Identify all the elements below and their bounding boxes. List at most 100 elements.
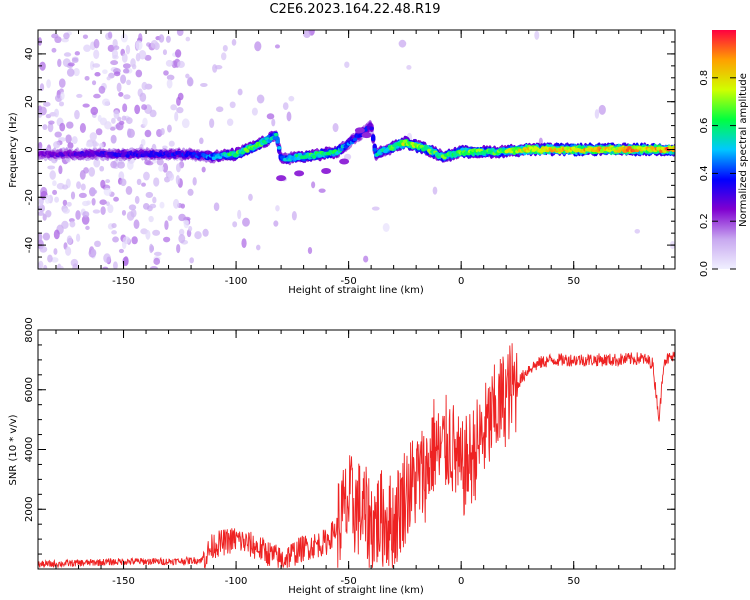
spectrogram-noise-cell — [237, 209, 242, 220]
y-tick-label: 8000 — [24, 317, 35, 342]
y-tick-label: 2000 — [24, 497, 35, 522]
spectrogram-noise-cell — [66, 121, 74, 129]
spectrogram-noise-cell — [153, 177, 160, 187]
spectrogram-noise-cell — [152, 229, 161, 236]
spectrogram-noise-cell — [143, 171, 150, 181]
spectrogram-noise-cell — [275, 205, 280, 212]
spectrogram-ridge-cell — [275, 140, 280, 144]
spectrogram-noise-cell — [90, 248, 97, 257]
spectrogram-noise-cell — [123, 94, 131, 100]
spectrogram-noise-cell — [102, 266, 109, 269]
x-tick-label: -50 — [340, 276, 356, 287]
spectrogram-noise-cell — [116, 82, 122, 93]
spectrogram-y-axis-label: Frequency (Hz) — [8, 112, 19, 188]
spectrogram-ridge-cell — [294, 170, 305, 177]
x-tick-label: -100 — [225, 276, 248, 287]
spectrogram-noise-cell — [120, 33, 128, 43]
spectrogram-noise-cell — [47, 122, 54, 133]
spectrogram-noise-cell — [200, 82, 208, 88]
spectrogram-ridge-cell — [276, 175, 287, 182]
y-tick-label: 4000 — [24, 437, 35, 462]
spectrogram-noise-cell — [75, 233, 81, 242]
spectrogram-ridge-cell — [369, 126, 374, 131]
spectrogram-noise-cell — [122, 236, 131, 244]
spectrogram-noise-cell — [148, 215, 154, 223]
spectrogram-noise-cell — [107, 204, 114, 214]
spectrogram-noise-cell — [117, 161, 125, 169]
spectrogram-noise-cell — [156, 158, 164, 166]
spectrogram-noise-cell — [142, 203, 150, 210]
spectrogram-noise-cell — [111, 230, 117, 235]
colorbar-tick-label: 0.2 — [699, 213, 710, 229]
spectrogram-noise-cell — [43, 264, 48, 269]
spectrogram-noise-cell — [136, 178, 142, 186]
spectrogram-noise-cell — [110, 160, 118, 169]
spectrogram-noise-cell — [153, 257, 161, 265]
colorbar: 0.0 0.2 0.4 0.6 0.8 Normalized spectral ampl… — [699, 30, 749, 277]
spectrogram-noise-cell — [271, 118, 276, 127]
spectrogram-noise-cell — [111, 135, 117, 144]
spectrogram-noise-cell — [266, 113, 275, 120]
spectrogram-noise-cell — [291, 210, 297, 221]
spectrogram-ridge-cell — [276, 146, 282, 150]
spectrogram-noise-cell — [134, 195, 140, 204]
spectrogram-noise-cell — [58, 165, 63, 175]
spectrogram-ridge-cell — [370, 137, 376, 141]
spectrogram-noise-cell — [63, 52, 72, 57]
spectrogram-noise-cell — [406, 65, 412, 70]
spectrogram-noise-cell — [39, 245, 48, 253]
spectrogram-noise-cell — [102, 98, 110, 106]
spectrogram-noise-cell — [534, 30, 540, 40]
spectrogram-noise-cell — [174, 49, 182, 58]
spectrogram-noise-cell — [122, 103, 128, 113]
spectrogram-noise-cell — [162, 162, 169, 173]
spectrogram-noise-cell — [112, 261, 118, 269]
spectrogram-noise-cell — [115, 122, 124, 131]
spectrogram-noise-cell — [92, 209, 101, 214]
spectrogram-noise-cell — [237, 88, 243, 96]
spectrogram-noise-cell — [113, 71, 121, 77]
spectrogram-noise-cell — [178, 213, 186, 222]
spectrogram-noise-cell — [60, 91, 65, 100]
spectrogram-noise-cell — [134, 104, 141, 115]
spectrogram-noise-cell — [188, 76, 193, 87]
spectrogram-noise-cell — [47, 165, 56, 170]
spectrogram-noise-cell — [145, 229, 151, 240]
spectrogram-noise-cell — [59, 122, 66, 132]
spectrogram-noise-cell — [38, 200, 43, 207]
spectrogram-noise-cell — [165, 35, 171, 43]
spectrogram-noise-cell — [62, 208, 70, 214]
spectrogram-noise-cell — [100, 179, 106, 189]
spectrogram-noise-cell — [150, 39, 159, 49]
spectrogram-noise-cell — [94, 240, 101, 248]
spectrogram-noise-cell — [363, 255, 369, 263]
spectrogram-noise-cell — [58, 265, 64, 269]
spectrogram-noise-cell — [128, 204, 137, 211]
spectrogram-noise-cell — [53, 229, 60, 240]
spectrogram-noise-cell — [311, 181, 316, 189]
spectrogram-noise-cell — [44, 194, 51, 204]
colorbar-strip — [712, 30, 736, 269]
spectrogram-noise-cell — [141, 104, 148, 111]
colorbar-label: Normalized spectral amplitude — [738, 73, 749, 227]
spectrogram-noise-cell — [232, 221, 238, 228]
spectrogram-noise-cell — [149, 266, 158, 269]
spectrogram-noise-cell — [85, 141, 94, 148]
spectrogram-noise-cell — [54, 131, 62, 138]
y-tick-label: -20 — [24, 189, 35, 205]
spectrogram-noise-cell — [122, 63, 131, 69]
spectrogram-noise-cell — [166, 74, 175, 81]
spectrogram-noise-cell — [67, 62, 75, 67]
spectrogram-noise-cell — [286, 111, 292, 122]
spectrogram-noise-cell — [71, 136, 78, 145]
spectrogram-noise-cell — [73, 67, 80, 77]
spectrogram-noise-cell — [123, 256, 129, 266]
spectrogram-noise-cell — [172, 198, 180, 209]
spectrogram-noise-cell — [192, 177, 197, 186]
spectrogram-noise-cell — [66, 68, 75, 77]
spectrogram-noise-cell — [82, 211, 90, 218]
spectrogram-ridge-cell — [273, 132, 279, 137]
spectrogram-noise-cell — [69, 220, 76, 228]
spectrogram-noise-cell — [307, 246, 313, 255]
